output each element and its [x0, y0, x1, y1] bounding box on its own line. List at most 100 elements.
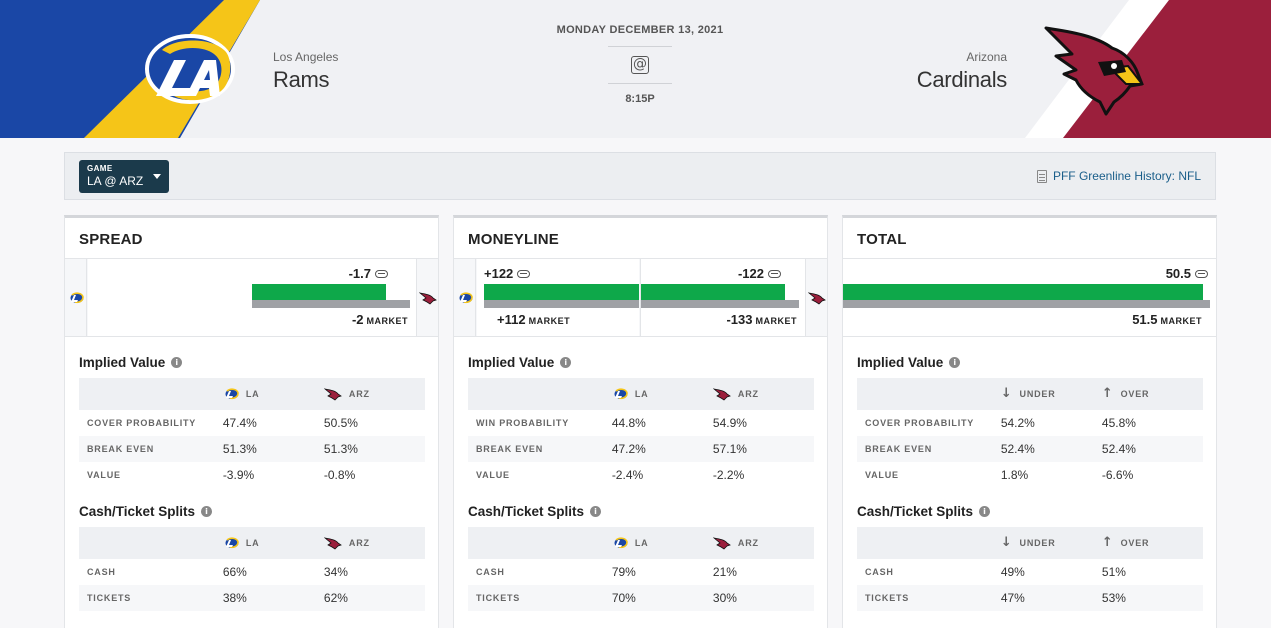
column-header-under: ↓ UNDER	[1000, 527, 1102, 559]
column-header-la: LA	[611, 527, 713, 559]
market-label: MARKET	[366, 316, 408, 326]
game-select-label: GAME	[87, 164, 113, 173]
column-header-text: OVER	[1120, 389, 1150, 399]
column-header-text: ARZ	[737, 389, 759, 399]
total-bar-area: 50.5 51.5 MARKET	[843, 259, 1216, 336]
table-row: VALUE 1.8% -6.6%	[857, 462, 1203, 488]
splits-table: LA ARZ CASH 66% 34% TICKETS 38% 62%	[79, 527, 425, 611]
table-row: CASH 79% 21%	[468, 559, 814, 585]
card-title: TOTAL	[843, 218, 1216, 259]
away-team-name: Cardinals	[916, 67, 1008, 92]
column-header-text: ARZ	[348, 538, 370, 548]
cell-value: 45.8%	[1101, 416, 1136, 430]
rams-logo	[145, 34, 235, 104]
cell-value: -0.8%	[323, 468, 356, 482]
cell-value: 51.3%	[323, 436, 425, 462]
cell-value: 54.2%	[1000, 416, 1035, 430]
implied-value-heading: Implied Value i	[454, 355, 827, 370]
cell-value: 66%	[222, 565, 247, 579]
section-title: Implied Value	[79, 355, 166, 370]
row-label: VALUE	[476, 470, 510, 480]
cell-value: 54.9%	[712, 416, 747, 430]
total-market-value: 51.5 MARKET	[1132, 312, 1202, 327]
total-market-text: 51.5	[1132, 312, 1158, 327]
cardinals-mini-logo	[418, 291, 437, 305]
spread-card: SPREAD -1.7 -2 MARKET Implied Value i LA …	[64, 215, 439, 628]
section-title: Cash/Ticket Splits	[468, 504, 585, 519]
total-greenline-text: 50.5	[1165, 266, 1191, 281]
total-greenline-bar	[843, 284, 1203, 300]
info-icon[interactable]: i	[560, 357, 572, 368]
cell-value: 1.8%	[1000, 468, 1029, 482]
info-icon[interactable]: i	[979, 506, 991, 517]
info-icon[interactable]: i	[171, 357, 183, 368]
cardinals-mini-logo	[807, 291, 826, 305]
info-icon[interactable]: i	[201, 506, 213, 517]
table-corner	[857, 378, 1001, 410]
moneyline-card: MONEYLINE +122 +112 MARKET -122 -133 MARKE…	[453, 215, 828, 628]
row-label: TICKETS	[79, 585, 223, 611]
row-label: CASH	[865, 567, 894, 577]
away-team-city: Arizona	[966, 50, 1007, 64]
cell-value: 47.4%	[222, 416, 257, 430]
home-team-name: Rams	[273, 67, 330, 92]
pff-icon	[517, 269, 531, 278]
moneyline-home-greenline-text: +122	[484, 266, 514, 281]
spread-market-bar	[252, 300, 410, 308]
splits-heading: Cash/Ticket Splits i	[843, 504, 1216, 519]
row-label: COVER PROBABILITY	[87, 418, 197, 428]
cell-value: -6.6%	[1101, 468, 1134, 482]
game-info: MONDAY DECEMBER 13, 2021 @ 8:15P	[520, 24, 760, 105]
table-corner	[79, 378, 223, 410]
section-title: Cash/Ticket Splits	[79, 504, 196, 519]
game-time: 8:15P	[625, 93, 655, 105]
game-select[interactable]: GAME LA @ ARZ	[79, 160, 169, 193]
moneyline-away-bar-area: -122 -133 MARKET	[640, 259, 805, 336]
away-side-cell	[805, 259, 827, 336]
spread-market-value: -2 MARKET	[352, 312, 408, 327]
implied-value-heading: Implied Value i	[65, 355, 438, 370]
row-label: BREAK EVEN	[79, 436, 223, 462]
table-corner	[857, 527, 1001, 559]
moneyline-away-greenline-text: -122	[737, 266, 764, 281]
table-row: CASH 49% 51%	[857, 559, 1203, 585]
cell-value: 70%	[611, 585, 713, 611]
spread-greenline-text: -1.7	[348, 266, 371, 281]
column-header-la: LA	[222, 378, 324, 410]
row-label: TICKETS	[468, 585, 612, 611]
table-row: VALUE -3.9% -0.8%	[79, 462, 425, 488]
implied-value-table: ↓ UNDER ↑ OVER COVER PROBABILITY 54.2% 45.8%…	[857, 378, 1203, 488]
cell-value: 44.8%	[611, 416, 646, 430]
column-header-arz: ARZ	[712, 378, 814, 410]
table-header-row: ↓ UNDER ↑ OVER	[857, 527, 1203, 559]
greenline-history-link[interactable]: PFF Greenline History: NFL	[1036, 169, 1201, 183]
implied-value-heading: Implied Value i	[843, 355, 1216, 370]
row-label: VALUE	[87, 470, 121, 480]
splits-heading: Cash/Ticket Splits i	[454, 504, 827, 519]
cell-value: 53%	[1101, 585, 1203, 611]
column-header-over: ↑ OVER	[1101, 378, 1203, 410]
pff-icon	[768, 269, 781, 278]
table-row: COVER PROBABILITY 54.2% 45.8%	[857, 410, 1203, 436]
spread-greenline-value: -1.7	[349, 266, 388, 281]
moneyline-away-greenline-bar	[641, 284, 785, 300]
cell-value: 57.1%	[712, 436, 814, 462]
implied-value-table: LA ARZ WIN PROBABILITY 44.8% 54.9% BREAK E…	[468, 378, 814, 488]
row-label: COVER PROBABILITY	[865, 418, 975, 428]
spread-greenline-bar	[252, 284, 386, 300]
cell-value: 50.5%	[323, 416, 358, 430]
cell-value: 62%	[323, 585, 425, 611]
arrow-up-icon: ↑	[1101, 386, 1114, 401]
market-label: MARKET	[755, 316, 797, 326]
column-header-arz: ARZ	[712, 527, 814, 559]
section-title: Cash/Ticket Splits	[857, 504, 974, 519]
info-icon[interactable]: i	[590, 506, 602, 517]
cell-value: -3.9%	[222, 468, 255, 482]
card-title: MONEYLINE	[454, 218, 827, 259]
matchup-header: Los Angeles Rams MONDAY DECEMBER 13, 202…	[0, 0, 1271, 138]
splits-table: LA ARZ CASH 79% 21% TICKETS 70% 30%	[468, 527, 814, 611]
home-team: Los Angeles Rams	[273, 50, 338, 93]
rams-mini-logo	[614, 537, 628, 549]
table-row: TICKETS 38% 62%	[79, 585, 425, 611]
info-icon[interactable]: i	[949, 357, 961, 368]
